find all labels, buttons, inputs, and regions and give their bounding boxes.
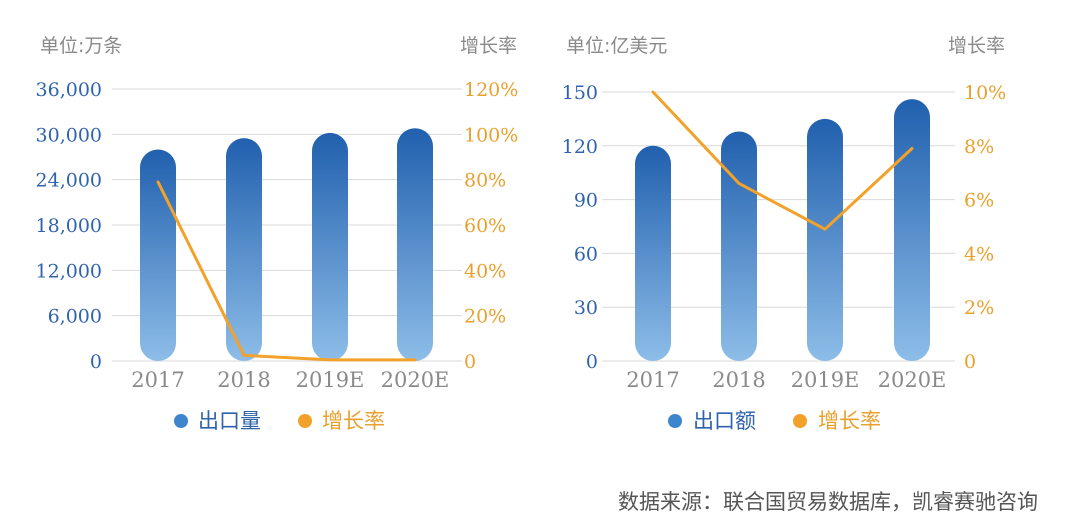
- left-axis-tick-label: 150: [562, 82, 598, 104]
- x-axis-tick-label: 2017: [626, 368, 679, 392]
- right-axis-tick-label: 8%: [964, 136, 994, 158]
- left-axis-tick-label: 36,000: [36, 79, 102, 101]
- left-axis-tick-label: 0: [586, 351, 598, 373]
- x-axis-tick-label: 2018: [217, 368, 270, 392]
- right-axis-tick-label: 80%: [464, 170, 506, 192]
- growth-rate-line: [158, 182, 415, 360]
- right-axis-tick-label: 0: [464, 351, 476, 373]
- right-axis-tick-label: 0: [964, 351, 976, 373]
- left-axis-tick-label: 18,000: [36, 215, 102, 237]
- bar-2020E: [397, 128, 433, 361]
- legend-line-marker: [793, 414, 807, 428]
- legend-line-marker: [298, 414, 312, 428]
- legend-bar-marker: [668, 414, 682, 428]
- left-axis-tick-label: 30,000: [36, 124, 102, 146]
- right-axis-unit: 增长率: [948, 35, 1005, 57]
- right-axis-tick-label: 6%: [964, 190, 994, 212]
- left-axis-tick-label: 120: [562, 136, 598, 158]
- bar-2017: [635, 146, 671, 361]
- x-axis-tick-label: 2019E: [791, 368, 860, 392]
- left-axis-tick-label: 24,000: [36, 170, 102, 192]
- growth-rate-line: [653, 92, 912, 229]
- bar-2019E: [807, 119, 843, 361]
- x-axis-tick-label: 2018: [712, 368, 765, 392]
- x-axis-tick-label: 2020E: [381, 368, 450, 392]
- right-axis-tick-label: 10%: [964, 82, 1006, 104]
- left-axis-tick-label: 90: [574, 190, 598, 212]
- left-axis-unit: 单位:亿美元: [566, 35, 667, 57]
- x-axis-tick-label: 2020E: [878, 368, 947, 392]
- right-axis-tick-label: 20%: [464, 306, 506, 328]
- right-axis-tick-label: 4%: [964, 243, 994, 265]
- right-axis-unit: 增长率: [460, 35, 517, 57]
- left-axis-tick-label: 6,000: [48, 306, 102, 328]
- right-axis-tick-label: 100%: [464, 124, 518, 146]
- bar-2019E: [312, 133, 348, 361]
- left-axis-tick-label: 0: [90, 351, 102, 373]
- legend-line-label: 增长率: [818, 409, 881, 433]
- right-axis-tick-label: 40%: [464, 260, 506, 282]
- right-axis-tick-label: 2%: [964, 297, 994, 319]
- left-axis-tick-label: 30: [574, 297, 598, 319]
- legend-bar-label: 出口量: [198, 409, 261, 433]
- left-axis-unit: 单位:万条: [40, 35, 122, 57]
- right-axis-tick-label: 120%: [464, 79, 518, 101]
- x-axis-tick-label: 2019E: [296, 368, 365, 392]
- legend-bar-marker: [174, 414, 188, 428]
- x-axis-tick-label: 2017: [131, 368, 184, 392]
- bar-2018: [721, 131, 757, 361]
- legend-line-label: 增长率: [322, 409, 385, 433]
- source-note: 数据来源：联合国贸易数据库，凯睿赛驰咨询: [618, 486, 1038, 516]
- bar-2020E: [894, 99, 930, 361]
- legend-bar-label: 出口额: [693, 409, 756, 433]
- right-axis-tick-label: 60%: [464, 215, 506, 237]
- left-axis-tick-label: 12,000: [36, 260, 102, 282]
- left-axis-tick-label: 60: [574, 243, 598, 265]
